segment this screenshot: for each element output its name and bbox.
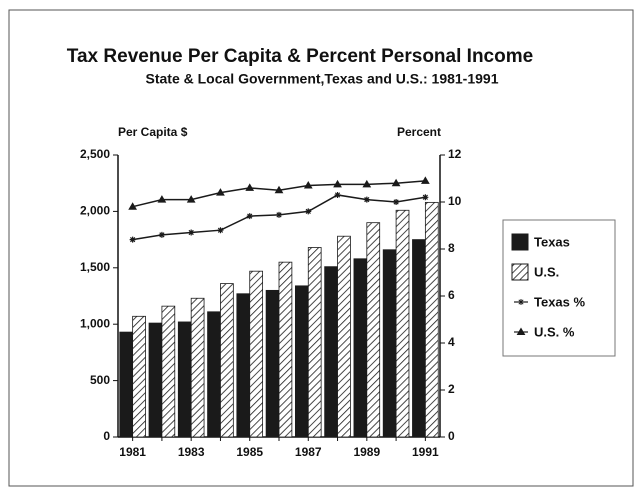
y-tick-label: 0 bbox=[103, 429, 110, 443]
line bbox=[132, 180, 426, 208]
marker bbox=[420, 176, 430, 184]
marker bbox=[158, 231, 165, 238]
bar bbox=[294, 285, 309, 438]
y2-tick-label: 12 bbox=[448, 147, 462, 161]
marker bbox=[363, 196, 370, 203]
bar bbox=[278, 261, 293, 438]
marker bbox=[305, 208, 312, 215]
marker bbox=[188, 229, 195, 236]
legend-label: Texas bbox=[534, 234, 570, 249]
bar bbox=[190, 297, 205, 438]
y2-tick-label: 4 bbox=[448, 335, 455, 349]
marker bbox=[217, 227, 224, 234]
bar bbox=[324, 266, 338, 438]
bar bbox=[148, 322, 163, 438]
x-tick-label: 1991 bbox=[412, 445, 439, 459]
marker bbox=[216, 188, 225, 196]
marker bbox=[393, 199, 400, 205]
bar bbox=[177, 321, 192, 438]
marker bbox=[303, 181, 313, 189]
y2-tick-label: 8 bbox=[448, 241, 455, 255]
legend-label: U.S. bbox=[534, 264, 559, 279]
legend-marker bbox=[516, 327, 526, 335]
bar bbox=[132, 315, 146, 438]
chart-title: Tax Revenue Per Capita & Percent Persona… bbox=[67, 46, 533, 67]
bar bbox=[382, 249, 397, 438]
bar bbox=[220, 283, 234, 438]
legend-swatch bbox=[511, 233, 529, 251]
marker bbox=[157, 195, 167, 203]
bar bbox=[265, 289, 280, 438]
x-tick-label: 1983 bbox=[178, 445, 205, 459]
bar bbox=[337, 235, 351, 438]
y-tick-label: 2,500 bbox=[80, 147, 110, 161]
marker bbox=[333, 179, 342, 188]
marker bbox=[245, 183, 255, 191]
bar bbox=[307, 247, 322, 438]
marker bbox=[362, 179, 372, 188]
legend-label: U.S. % bbox=[534, 324, 575, 339]
bar bbox=[249, 270, 264, 438]
marker bbox=[334, 191, 341, 198]
chart-subtitle: State & Local Government,Texas and U.S.:… bbox=[146, 71, 499, 87]
marker bbox=[129, 236, 136, 243]
bar bbox=[353, 258, 368, 438]
bar bbox=[366, 222, 381, 438]
x-tick-label: 1987 bbox=[295, 445, 322, 459]
legend-marker bbox=[518, 299, 524, 305]
y-tick-label: 500 bbox=[90, 373, 110, 387]
bar bbox=[412, 239, 426, 438]
marker bbox=[276, 211, 282, 218]
y-tick-label: 1,000 bbox=[80, 316, 110, 330]
bar bbox=[424, 201, 439, 438]
y-tick-label: 1,500 bbox=[80, 260, 110, 274]
y2-axis-label: Percent bbox=[397, 125, 441, 139]
y2-tick-label: 6 bbox=[448, 288, 455, 302]
bar bbox=[236, 293, 251, 438]
marker bbox=[186, 195, 196, 203]
marker bbox=[274, 185, 284, 194]
y2-tick-label: 10 bbox=[448, 194, 462, 208]
legend-label: Texas % bbox=[534, 294, 586, 309]
y-axis-label: Per Capita $ bbox=[118, 125, 188, 139]
y-tick-label: 2,000 bbox=[80, 204, 110, 218]
bar bbox=[207, 311, 221, 438]
bar bbox=[119, 331, 134, 438]
bar bbox=[161, 305, 176, 438]
marker bbox=[128, 202, 138, 210]
marker bbox=[246, 213, 253, 220]
y2-tick-label: 2 bbox=[448, 382, 455, 396]
bar bbox=[395, 209, 410, 438]
marker bbox=[422, 194, 429, 201]
y2-tick-label: 0 bbox=[448, 429, 455, 443]
x-tick-label: 1981 bbox=[119, 445, 146, 459]
frame bbox=[8, 9, 634, 487]
legend-swatch bbox=[511, 263, 529, 281]
x-tick-label: 1985 bbox=[236, 445, 263, 459]
x-tick-label: 1989 bbox=[353, 445, 380, 459]
marker bbox=[391, 178, 401, 187]
